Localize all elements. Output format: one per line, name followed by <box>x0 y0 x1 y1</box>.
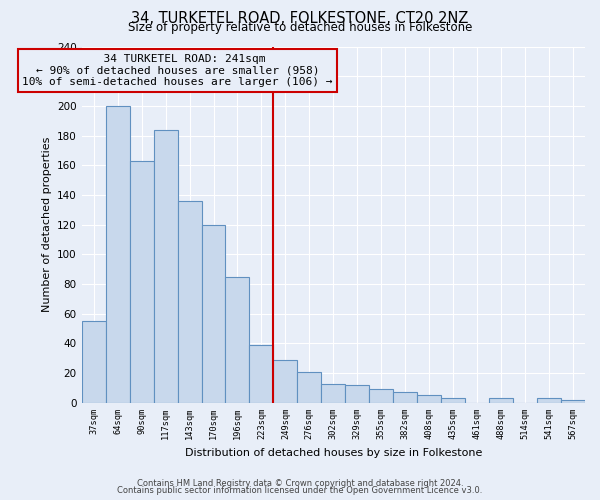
Y-axis label: Number of detached properties: Number of detached properties <box>41 137 52 312</box>
Bar <box>130 161 154 403</box>
Text: Contains public sector information licensed under the Open Government Licence v3: Contains public sector information licen… <box>118 486 482 495</box>
Bar <box>226 276 250 403</box>
Bar <box>82 321 106 403</box>
Text: Contains HM Land Registry data © Crown copyright and database right 2024.: Contains HM Land Registry data © Crown c… <box>137 478 463 488</box>
Bar <box>537 398 561 403</box>
Bar <box>441 398 465 403</box>
Text: 34, TURKETEL ROAD, FOLKESTONE, CT20 2NZ: 34, TURKETEL ROAD, FOLKESTONE, CT20 2NZ <box>131 11 469 26</box>
Bar <box>298 372 322 403</box>
Bar <box>417 396 441 403</box>
Bar <box>322 384 346 403</box>
Bar <box>202 224 226 403</box>
Text: 34 TURKETEL ROAD: 241sqm
← 90% of detached houses are smaller (958)
10% of semi-: 34 TURKETEL ROAD: 241sqm ← 90% of detach… <box>22 54 333 87</box>
Bar <box>274 360 298 403</box>
Bar <box>369 390 393 403</box>
X-axis label: Distribution of detached houses by size in Folkestone: Distribution of detached houses by size … <box>185 448 482 458</box>
Bar <box>489 398 513 403</box>
Bar <box>346 385 369 403</box>
Bar <box>393 392 417 403</box>
Bar <box>561 400 585 403</box>
Bar <box>106 106 130 403</box>
Bar <box>178 201 202 403</box>
Bar <box>154 130 178 403</box>
Bar <box>250 345 274 403</box>
Text: Size of property relative to detached houses in Folkestone: Size of property relative to detached ho… <box>128 22 472 35</box>
